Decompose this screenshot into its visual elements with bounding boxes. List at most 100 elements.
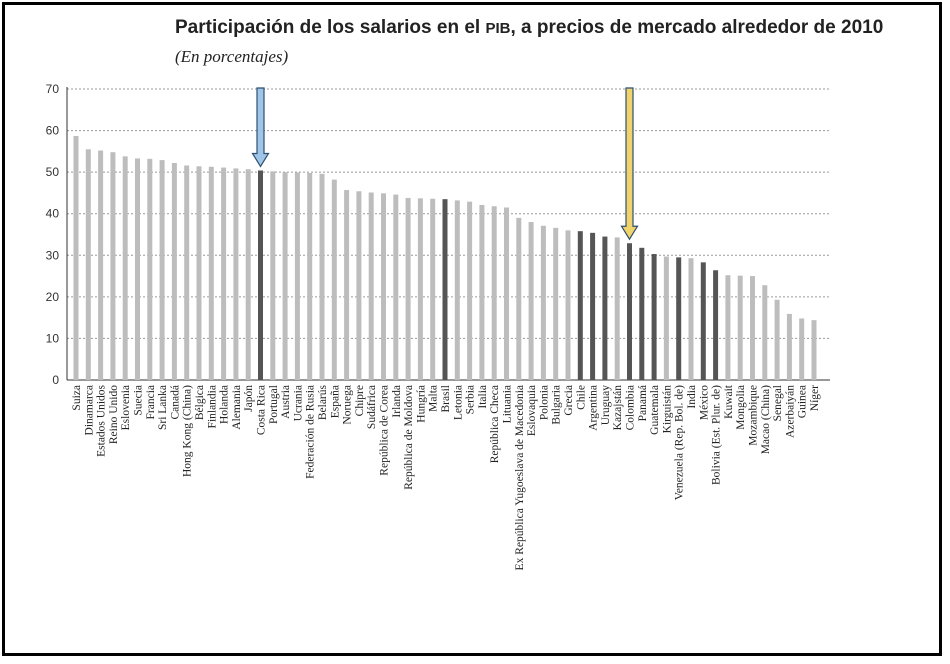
- bar: [405, 197, 411, 380]
- y-tick-label: 50: [46, 165, 60, 179]
- arrow-icon: [620, 87, 639, 241]
- y-tick-label: 20: [46, 290, 60, 304]
- bar: [811, 320, 817, 380]
- category-label: Eslovenia: [120, 385, 132, 430]
- category-label: Argentina: [588, 385, 600, 431]
- y-tick-label: 30: [46, 248, 60, 262]
- bar: [245, 169, 251, 380]
- bar: [122, 156, 128, 380]
- category-label: Chipre: [354, 385, 366, 416]
- bar: [799, 318, 805, 380]
- category-label: Bélgica: [194, 385, 206, 420]
- bar: [528, 222, 534, 380]
- category-label: Colombia: [625, 385, 637, 430]
- category-label: Mozambique: [748, 385, 760, 446]
- bar: [491, 206, 497, 380]
- category-label: Lituania: [502, 385, 514, 423]
- bar: [786, 313, 792, 380]
- category-label: Ucrania: [292, 385, 304, 421]
- category-label: Costa Rica: [256, 385, 268, 435]
- chart-subtitle: (En porcentajes): [175, 47, 289, 66]
- category-label: Bulgaria: [551, 385, 563, 425]
- category-label: Dinamarca: [83, 385, 95, 435]
- bar: [467, 201, 473, 380]
- category-label: Hungría: [415, 385, 427, 423]
- category-label: Chile: [575, 385, 587, 410]
- bar: [750, 276, 755, 380]
- category-label: Panamá: [637, 385, 649, 421]
- bar: [688, 258, 694, 380]
- bar: [208, 166, 214, 380]
- category-label: Sudáfrica: [366, 385, 378, 429]
- bar: [454, 200, 460, 380]
- category-label: República de Corea: [379, 385, 391, 476]
- y-tick-label: 40: [46, 207, 60, 221]
- bar: [368, 192, 374, 380]
- category-label: España: [329, 385, 341, 418]
- bar: [713, 270, 719, 380]
- bar: [762, 285, 768, 380]
- bar: [602, 236, 608, 380]
- arrow-icon: [251, 87, 270, 168]
- category-label: Estados Unidos: [96, 384, 108, 456]
- category-label: Suecia: [133, 385, 145, 416]
- category-label: Sri Lanka: [157, 385, 169, 430]
- bar: [639, 247, 645, 380]
- category-label: Grecia: [563, 385, 575, 416]
- category-label: Bolivia (Est. Plur. de): [711, 385, 723, 485]
- y-tick-label: 70: [46, 82, 60, 96]
- bar: [282, 172, 288, 380]
- category-label: Italia: [477, 385, 489, 409]
- bar: [258, 170, 263, 380]
- bar: [381, 193, 386, 380]
- bar: [651, 254, 657, 380]
- bar: [553, 227, 559, 380]
- category-label: Suiza: [71, 385, 83, 411]
- category-label: Níger: [809, 385, 821, 411]
- category-label: Canadá: [169, 385, 181, 419]
- bar: [565, 230, 571, 380]
- category-label: Letonia: [452, 385, 464, 420]
- category-label: Senegal: [772, 385, 784, 421]
- bar: [614, 237, 620, 380]
- category-label: Eslovaquia: [526, 385, 538, 436]
- category-label: República Checa: [489, 385, 501, 463]
- bar: [737, 275, 743, 380]
- bar: [98, 150, 104, 380]
- bar: [627, 243, 632, 380]
- category-label: Portugal: [268, 385, 280, 424]
- category-label: Belarús: [317, 384, 329, 420]
- bar: [430, 198, 436, 380]
- category-label: Irlanda: [391, 385, 403, 418]
- bar: [221, 167, 227, 380]
- bar: [196, 166, 202, 380]
- bar: [319, 173, 325, 380]
- category-label: Federación de Rusia: [305, 385, 317, 479]
- category-label: Austria: [280, 385, 292, 419]
- category-label: Mongolia: [735, 385, 747, 430]
- category-label: Polonia: [538, 385, 550, 420]
- category-label: Venezuela (Rep. Bol. de): [674, 385, 686, 500]
- category-label: República de Moldova: [403, 385, 415, 490]
- bar: [725, 275, 731, 380]
- bar: [393, 194, 399, 380]
- bar: [184, 165, 190, 380]
- bar: [540, 225, 546, 380]
- category-label: Guinea: [797, 385, 809, 418]
- category-label: Uruguay: [600, 385, 612, 425]
- bar: [331, 179, 337, 380]
- bar: [307, 172, 313, 380]
- category-label: Noruega: [342, 385, 354, 425]
- category-label: México: [698, 385, 710, 420]
- bar: [233, 168, 239, 380]
- bar: [590, 232, 596, 380]
- bar: [700, 262, 706, 380]
- bar: [479, 204, 485, 380]
- bar: [294, 172, 300, 380]
- category-label: Alemania: [231, 385, 243, 430]
- bar: [171, 163, 177, 380]
- bar: [663, 256, 669, 380]
- category-label: Kirguistán: [661, 385, 673, 434]
- bar: [159, 160, 165, 380]
- y-tick-label: 0: [52, 373, 59, 387]
